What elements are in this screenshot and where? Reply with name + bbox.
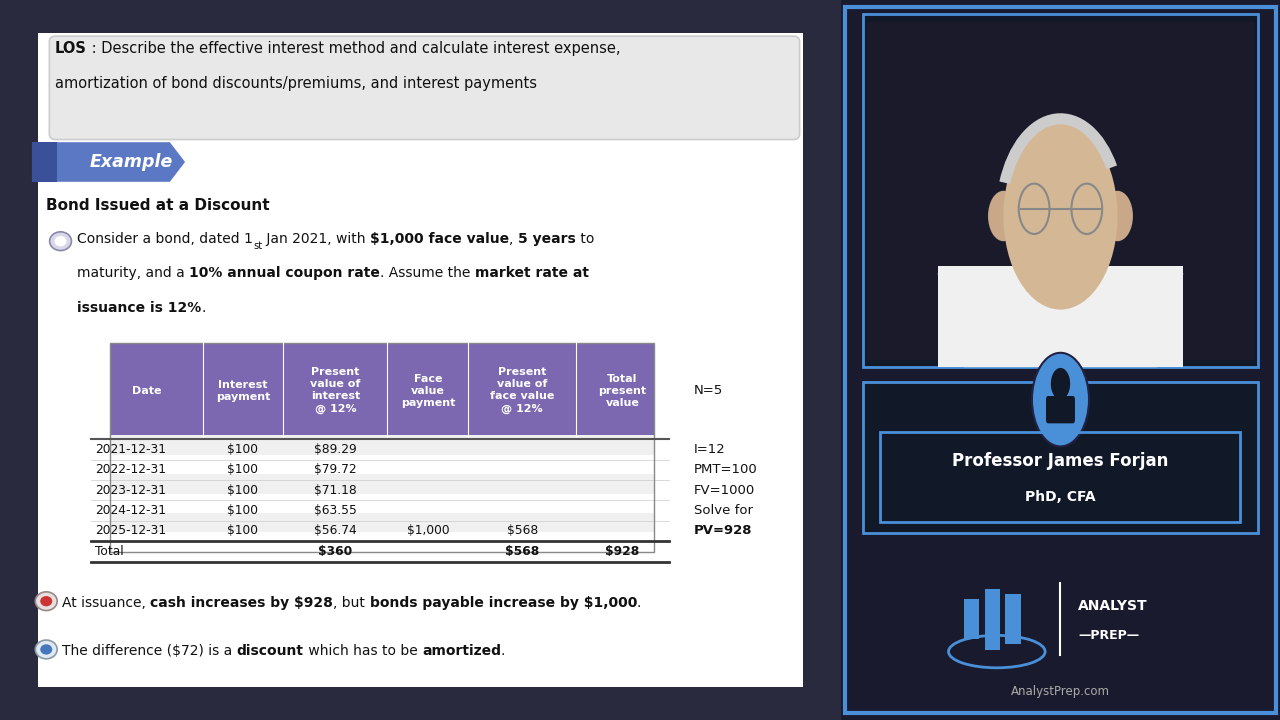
Text: $1,000: $1,000 [407,524,449,538]
Text: .: . [500,644,506,658]
Text: discount: discount [237,644,303,658]
Circle shape [40,644,52,654]
Text: Face
value
payment: Face value payment [401,374,454,408]
Text: 5 years: 5 years [518,232,576,246]
Text: .: . [202,301,206,315]
FancyBboxPatch shape [868,22,1253,360]
Text: $56.74: $56.74 [314,524,357,538]
FancyBboxPatch shape [1046,396,1075,423]
Text: Professor James Forjan: Professor James Forjan [952,452,1169,470]
Text: Present
value of
face value
@ 12%: Present value of face value @ 12% [490,367,554,414]
Text: $89.29: $89.29 [314,443,357,456]
Text: ,: , [509,232,518,246]
Text: $928: $928 [605,545,640,558]
Text: $63.55: $63.55 [314,504,357,517]
Text: $100: $100 [228,504,259,517]
Text: to: to [576,232,594,246]
Polygon shape [32,143,58,181]
Polygon shape [32,143,186,181]
Text: amortization of bond discounts/premiums, and interest payments: amortization of bond discounts/premiums,… [55,76,536,91]
Text: cash increases by $928: cash increases by $928 [151,596,333,610]
Text: .: . [637,596,641,610]
Text: bonds payable increase by $1,000: bonds payable increase by $1,000 [370,596,637,610]
Text: 10% annual coupon rate: 10% annual coupon rate [189,266,380,280]
Text: st: st [253,241,262,251]
FancyBboxPatch shape [863,14,1258,367]
Text: At issuance,: At issuance, [63,596,151,610]
Circle shape [40,596,52,606]
Text: Date: Date [132,386,161,395]
Text: Total: Total [95,545,124,558]
Text: $71.18: $71.18 [314,484,357,497]
Text: N=5: N=5 [694,384,723,397]
Text: PMT=100: PMT=100 [694,463,758,477]
Text: Total
present
value: Total present value [598,374,646,408]
Text: $568: $568 [506,545,539,558]
Text: $100: $100 [228,443,259,456]
Text: Example: Example [90,153,173,171]
Text: which has to be: which has to be [303,644,422,658]
Text: $360: $360 [319,545,352,558]
Text: FV=1000: FV=1000 [694,484,755,497]
FancyBboxPatch shape [110,474,654,493]
Text: Bond Issued at a Discount: Bond Issued at a Discount [46,198,270,213]
Text: $568: $568 [507,524,538,538]
Text: I=12: I=12 [694,443,726,456]
FancyBboxPatch shape [110,493,654,513]
Circle shape [1102,191,1133,241]
Text: $100: $100 [228,463,259,477]
Text: $100: $100 [228,524,259,538]
FancyBboxPatch shape [964,599,979,639]
Text: amortized: amortized [422,644,500,658]
Text: Solve for: Solve for [694,504,753,517]
Text: 2022-12-31: 2022-12-31 [95,463,166,477]
Text: AnalystPrep.com: AnalystPrep.com [1011,685,1110,698]
FancyBboxPatch shape [110,532,654,552]
Text: PhD, CFA: PhD, CFA [1025,490,1096,504]
Circle shape [1051,368,1070,400]
Text: ANALYST: ANALYST [1078,599,1148,613]
FancyBboxPatch shape [937,266,1184,367]
Text: 2021-12-31: 2021-12-31 [95,443,166,456]
Text: Jan 2021, with: Jan 2021, with [262,232,370,246]
Text: The difference ($72) is a: The difference ($72) is a [63,644,237,658]
FancyBboxPatch shape [50,36,800,140]
Circle shape [55,236,67,246]
Text: PV=928: PV=928 [694,524,753,538]
FancyBboxPatch shape [110,455,654,474]
FancyBboxPatch shape [110,513,654,532]
Text: 2023-12-31: 2023-12-31 [95,484,166,497]
Text: $100: $100 [228,484,259,497]
FancyBboxPatch shape [110,436,654,455]
Polygon shape [937,274,1184,367]
Text: 2024-12-31: 2024-12-31 [95,504,166,517]
Text: market rate at: market rate at [475,266,589,280]
Text: : Describe the effective interest method and calculate interest expense,: : Describe the effective interest method… [87,41,620,56]
Circle shape [988,191,1019,241]
Circle shape [36,592,58,611]
Text: LOS: LOS [55,41,87,56]
Circle shape [1032,353,1089,446]
Text: . Assume the: . Assume the [380,266,475,280]
Circle shape [50,232,72,251]
FancyBboxPatch shape [841,0,1280,720]
Text: , but: , but [333,596,370,610]
Text: Interest
payment: Interest payment [216,379,270,402]
Text: $79.72: $79.72 [314,463,357,477]
Text: Consider a bond, dated 1: Consider a bond, dated 1 [77,232,253,246]
FancyBboxPatch shape [110,343,654,436]
Text: $1,000 face value: $1,000 face value [370,232,509,246]
Text: maturity, and a: maturity, and a [77,266,189,280]
FancyBboxPatch shape [984,589,1000,649]
Circle shape [1004,122,1117,310]
Circle shape [36,640,58,659]
Text: issuance is 12%: issuance is 12% [77,301,202,315]
Text: Present
value of
interest
@ 12%: Present value of interest @ 12% [310,367,361,414]
Text: —PREP—: —PREP— [1078,629,1139,642]
FancyBboxPatch shape [38,32,803,688]
FancyBboxPatch shape [863,382,1258,533]
Text: 2025-12-31: 2025-12-31 [95,524,166,538]
FancyBboxPatch shape [1005,594,1020,644]
